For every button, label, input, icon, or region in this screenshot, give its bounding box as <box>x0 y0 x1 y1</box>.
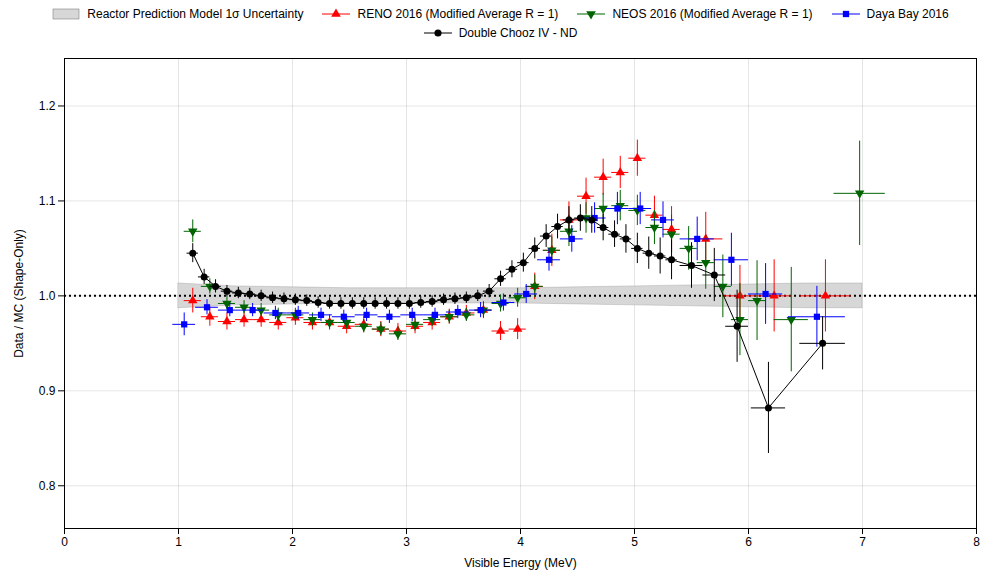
html-text:RENO 2016 (Modified Average R: RENO 2016 (Modified Average R = 1) <box>357 6 559 21</box>
svg-text:8: 8 <box>973 535 980 549</box>
html-text:Double Chooz IV - ND: Double Chooz IV - ND <box>458 25 578 40</box>
svg-text:0: 0 <box>61 535 68 549</box>
svg-text:1.0: 1.0 <box>39 289 56 303</box>
svg-text:1.1: 1.1 <box>39 194 56 208</box>
svg-text:3: 3 <box>403 535 410 549</box>
html-text:NEOS 2016 (Modified Average R: NEOS 2016 (Modified Average R = 1) <box>612 6 813 21</box>
svg-text:4: 4 <box>517 535 524 549</box>
html-text:Reactor Prediction Model 1σ Un: Reactor Prediction Model 1σ Uncertainty <box>87 6 304 21</box>
svg-text:6: 6 <box>745 535 752 549</box>
svg-text:7: 7 <box>859 535 866 549</box>
svg-text:Visible Energy (MeV): Visible Energy (MeV) <box>464 556 577 570</box>
svg-text:1: 1 <box>175 535 182 549</box>
svg-text:0.9: 0.9 <box>39 384 56 398</box>
svg-text:Data / MC (Shape-Only): Data / MC (Shape-Only) <box>12 229 26 358</box>
svg-text:1.2: 1.2 <box>39 99 56 113</box>
svg-text:5: 5 <box>631 535 638 549</box>
svg-text:0.8: 0.8 <box>39 479 56 493</box>
html-text:Daya Bay 2016: Daya Bay 2016 <box>866 6 949 21</box>
svg-text:2: 2 <box>289 535 296 549</box>
